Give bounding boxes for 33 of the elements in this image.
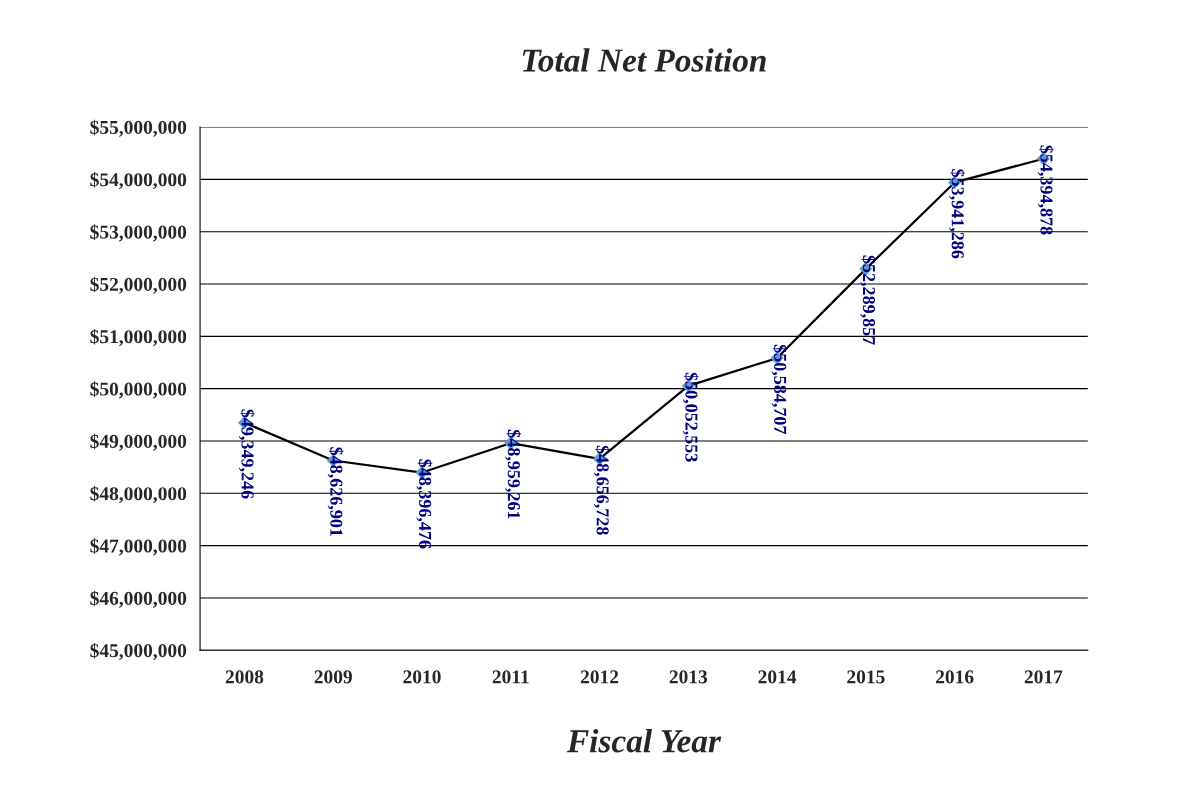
x-tick-label: 2010 — [403, 670, 441, 684]
data-label: $53,941,286 — [949, 169, 965, 259]
y-tick-label: $48,000,000 — [90, 485, 187, 504]
x-tick-label: 2012 — [580, 670, 619, 684]
x-tick-label: 2013 — [669, 670, 708, 684]
y-tick-label: $47,000,000 — [90, 538, 187, 556]
y-tick-label: $46,000,000 — [90, 590, 187, 608]
y-tick-label: $53,000,000 — [90, 224, 187, 242]
y-tick-label: $52,000,000 — [90, 276, 187, 294]
y-tick-label: $50,000,000 — [90, 381, 187, 399]
x-tick-label: 2015 — [847, 670, 885, 684]
x-tick-label: 2009 — [314, 670, 352, 684]
x-tick-label: 2011 — [492, 670, 529, 684]
y-tick-label: $55,000,000 — [90, 119, 187, 137]
data-label: $48,959,261 — [505, 429, 522, 519]
chart-title: Total Net Position — [522, 48, 766, 72]
data-label: $54,394,878 — [1037, 145, 1054, 235]
y-tick-label: $54,000,000 — [90, 172, 187, 190]
data-label: $48,626,901 — [327, 447, 344, 536]
y-tick-label: $51,000,000 — [90, 329, 187, 347]
data-label: $48,396,476 — [416, 459, 433, 549]
y-tick-label: $49,000,000 — [90, 433, 187, 451]
x-axis-title: Fiscal Year — [566, 729, 722, 753]
x-tick-label: 2008 — [225, 670, 264, 684]
data-label: $49,349,246 — [238, 409, 255, 499]
data-label: $48,656,728 — [593, 445, 610, 535]
data-label: $52,289,857 — [860, 255, 877, 345]
y-tick-label: $45,000,000 — [90, 642, 187, 661]
data-label: $50,584,707 — [771, 344, 788, 435]
x-tick-label: 2016 — [936, 670, 974, 684]
x-tick-label: 2014 — [758, 670, 797, 684]
x-tick-label: 2017 — [1024, 670, 1063, 684]
data-label: $50,052,553 — [682, 372, 699, 462]
